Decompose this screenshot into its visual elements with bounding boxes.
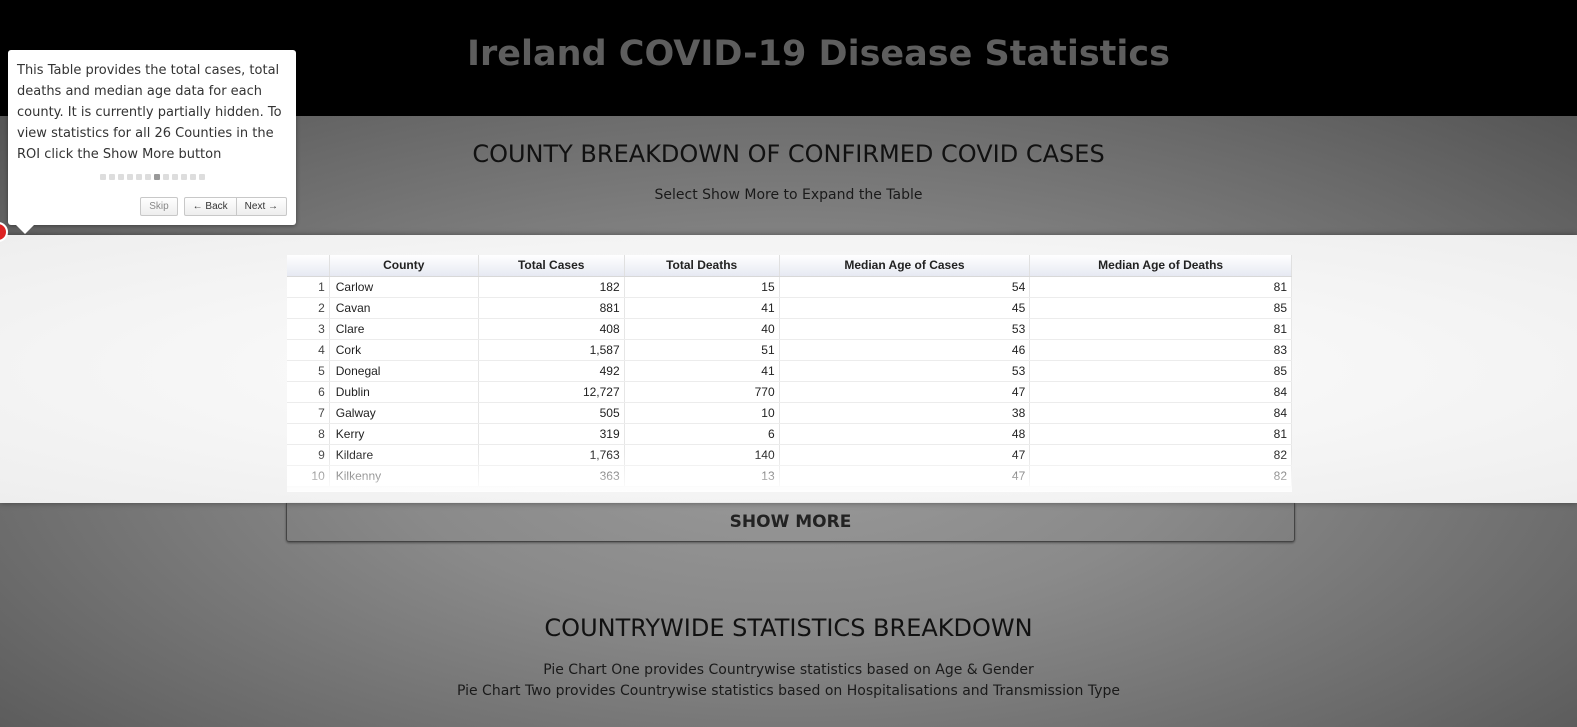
step-bullet[interactable] (108, 174, 115, 180)
table-cell: 81 (1029, 423, 1292, 445)
table-cell: 182 (478, 276, 625, 298)
step-bullet[interactable] (153, 174, 160, 180)
table-cell: 38 (779, 402, 1031, 424)
table-cell: 505 (478, 402, 625, 424)
row-index: 8 (287, 423, 330, 445)
table-cell: 84 (1029, 402, 1292, 424)
table-cell: 6 (624, 423, 780, 445)
table-cell: 10 (624, 402, 780, 424)
tour-tooltip-text: This Table provides the total cases, tot… (17, 63, 282, 162)
table-cell: 881 (478, 297, 625, 319)
county-section-subtitle: Select Show More to Expand the Table (654, 187, 923, 203)
table-cell: 40 (624, 318, 780, 340)
county-table-container[interactable]: County Total Cases Total Deaths Median Age … (287, 255, 1292, 492)
table-fade (287, 452, 1292, 492)
table-cell: 492 (478, 360, 625, 382)
next-button[interactable]: Next → (236, 197, 287, 216)
row-index: 3 (287, 318, 330, 340)
county-cell: Cork (329, 339, 479, 361)
step-bullet[interactable] (126, 174, 133, 180)
tour-step-indicator (17, 174, 287, 180)
row-index: 5 (287, 360, 330, 382)
table-cell: 770 (624, 381, 780, 403)
county-cell: Galway (329, 402, 479, 424)
column-header: Total Deaths (624, 255, 780, 277)
table-row: 6 Dublin 12,727 770 47 84 (287, 381, 1292, 403)
column-header: Median Age of Deaths (1029, 255, 1292, 277)
step-bullet[interactable] (198, 174, 205, 180)
column-header: County (329, 255, 479, 277)
countrywide-line-2: Pie Chart Two provides Countrywise stati… (456, 683, 1121, 699)
table-cell: 81 (1029, 318, 1292, 340)
step-bullet[interactable] (135, 174, 142, 180)
table-cell: 15 (624, 276, 780, 298)
county-cell: Cavan (329, 297, 479, 319)
table-cell: 51 (624, 339, 780, 361)
table-cell: 47 (779, 381, 1031, 403)
county-cell: Dublin (329, 381, 479, 403)
row-index: 2 (287, 297, 330, 319)
table-cell: 319 (478, 423, 625, 445)
table-cell: 53 (779, 318, 1031, 340)
table-row: 7 Galway 505 10 38 84 (287, 402, 1292, 424)
table-header-row: County Total Cases Total Deaths Median Age … (287, 255, 1292, 277)
column-header: Total Cases (478, 255, 625, 277)
county-cell: Clare (329, 318, 479, 340)
county-table: County Total Cases Total Deaths Median Age … (287, 255, 1292, 487)
table-cell: 54 (779, 276, 1031, 298)
table-row: 8 Kerry 319 6 48 81 (287, 423, 1292, 445)
table-cell: 85 (1029, 360, 1292, 382)
table-cell: 1,587 (478, 339, 625, 361)
skip-button[interactable]: Skip (140, 197, 178, 216)
step-bullet[interactable] (171, 174, 178, 180)
row-index: 7 (287, 402, 330, 424)
table-row: 4 Cork 1,587 51 46 83 (287, 339, 1292, 361)
table-cell: 41 (624, 297, 780, 319)
county-section-title: COUNTY BREAKDOWN OF CONFIRMED COVID CASE… (472, 140, 1105, 168)
table-row: 3 Clare 408 40 53 81 (287, 318, 1292, 340)
table-row: 2 Cavan 881 41 45 85 (287, 297, 1292, 319)
step-bullet[interactable] (117, 174, 124, 180)
countrywide-section-title: COUNTRYWIDE STATISTICS BREAKDOWN (544, 614, 1033, 642)
county-cell: Donegal (329, 360, 479, 382)
row-index: 1 (287, 276, 330, 298)
countrywide-line-1: Pie Chart One provides Countrywise stati… (543, 662, 1034, 678)
row-index: 6 (287, 381, 330, 403)
county-cell: Kerry (329, 423, 479, 445)
step-bullet[interactable] (99, 174, 106, 180)
table-cell: 84 (1029, 381, 1292, 403)
table-cell: 48 (779, 423, 1031, 445)
step-bullet[interactable] (162, 174, 169, 180)
table-cell: 81 (1029, 276, 1292, 298)
column-header: Median Age of Cases (779, 255, 1031, 277)
table-cell: 45 (779, 297, 1031, 319)
table-cell: 83 (1029, 339, 1292, 361)
county-cell: Carlow (329, 276, 479, 298)
table-cell: 408 (478, 318, 625, 340)
row-index: 4 (287, 339, 330, 361)
table-cell: 85 (1029, 297, 1292, 319)
table-row: 1 Carlow 182 15 54 81 (287, 276, 1292, 298)
step-bullet[interactable] (189, 174, 196, 180)
page-title: Ireland COVID-19 Disease Statistics (467, 34, 1170, 74)
step-bullet[interactable] (180, 174, 187, 180)
tour-tooltip: This Table provides the total cases, tot… (8, 50, 296, 234)
table-highlight: County Total Cases Total Deaths Median Age … (0, 235, 1577, 503)
table-cell: 41 (624, 360, 780, 382)
step-bullet[interactable] (144, 174, 151, 180)
table-cell: 12,727 (478, 381, 625, 403)
table-cell: 53 (779, 360, 1031, 382)
tour-buttons: Skip ← Back Next → (140, 197, 287, 216)
column-header (287, 255, 330, 277)
table-row: 5 Donegal 492 41 53 85 (287, 360, 1292, 382)
show-more-button[interactable]: SHOW MORE (286, 503, 1295, 542)
back-button[interactable]: ← Back (183, 197, 237, 216)
table-body: 1 Carlow 182 15 54 81 2 Cavan 881 41 45 85 3 Clare 408… (287, 276, 1292, 487)
table-cell: 46 (779, 339, 1031, 361)
